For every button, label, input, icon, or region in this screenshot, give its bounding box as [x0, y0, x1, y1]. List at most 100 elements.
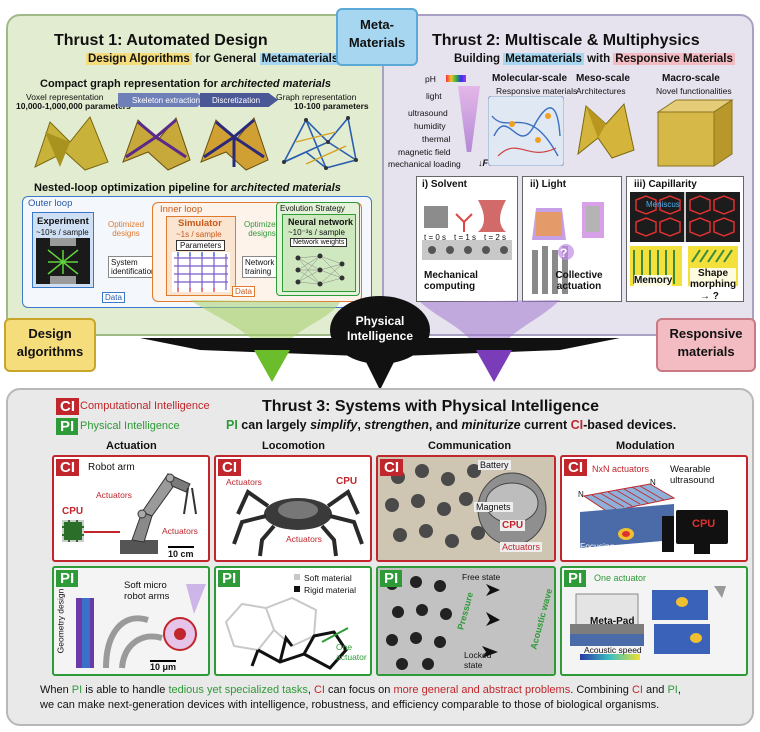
scale-10um: 10 μm: [150, 660, 177, 672]
solvent-label: i) Solvent: [422, 179, 468, 190]
one-actuator-label-loco: One actuator: [336, 642, 367, 662]
stimulus-humidity: humidity: [414, 121, 446, 131]
mechanical-computing-label: Mechanical computing: [424, 270, 478, 292]
stimulus-thermal: thermal: [422, 134, 451, 144]
time-2: t = 2 s: [484, 233, 507, 242]
pi-badge-actuation: PI: [56, 570, 79, 587]
loop-heading: Nested-loop optimization pipeline for ar…: [34, 182, 341, 194]
macro-sub: Novel functionalities: [656, 86, 732, 96]
battery-label: Battery: [478, 460, 511, 470]
optimized-designs-2: Optimized designs: [244, 220, 281, 238]
responsive-materials-tag: [656, 318, 756, 372]
metapad-label: Meta-Pad: [590, 616, 635, 627]
rigid-material-swatch: [294, 586, 300, 592]
soft-material-label: Soft material: [304, 573, 352, 583]
graph-params: 10-100 parameters: [294, 101, 369, 111]
molecular-title: Molecular-scale: [492, 73, 568, 84]
soft-robot-image: [76, 584, 206, 669]
neural-network-image: [295, 253, 345, 287]
optimized-designs-1: Optimized designs: [108, 220, 145, 238]
macro-cube-image: [656, 99, 734, 167]
voxel-params: 10,000-1,000,000 parameters: [16, 101, 131, 111]
solvent-image: [422, 200, 512, 260]
thrust3-title: Thrust 3: Systems with Physical Intellig…: [262, 398, 599, 415]
thrust1-title: Thrust 1: Automated Design: [54, 32, 268, 49]
metamaterials-hub: [336, 8, 418, 66]
ci-badge-modulation: CI: [564, 459, 587, 476]
robot-arm-image: [120, 473, 197, 554]
monitor-icon: [676, 510, 728, 544]
metamaterials-hub-label: Meta- Materials: [348, 17, 406, 50]
molecular-network-image: [488, 96, 564, 166]
cpu-wire-actuation: [84, 531, 120, 533]
parameters-label: Parameters: [176, 240, 226, 251]
network-weights-label: Network weights: [290, 238, 348, 247]
n-label-2: N: [650, 478, 656, 487]
metapad-image: [570, 586, 726, 660]
ultrasound-array-image: [580, 483, 676, 548]
subtitle-connector: for General: [191, 53, 260, 65]
molecular-sub: Responsive materials: [496, 86, 578, 96]
actuators-label-1: Actuators: [96, 490, 132, 500]
data-label-2: Data: [232, 286, 255, 297]
col-modulation: Modulation: [616, 440, 675, 452]
simulator-time: ~1s / sample: [176, 230, 222, 239]
soft-micro-label: Soft micro robot arms: [124, 580, 170, 602]
physical-intelligence-hub: [330, 296, 430, 364]
loco-actuators-label-2: Actuators: [286, 534, 322, 544]
evolution-label: Evolution Strategy: [280, 204, 345, 213]
col-locomotion: Locomotion: [262, 440, 325, 452]
monitor-stand: [694, 544, 710, 554]
nxn-label: NxN actuators: [592, 464, 650, 474]
neural-title: Neural network: [288, 217, 354, 227]
inner-loop-label: Inner loop: [160, 204, 203, 215]
design-algorithms-highlight: Design Algorithms: [86, 53, 192, 65]
step-discretization-label: Discretization: [212, 96, 261, 105]
n-label-1: N: [578, 490, 584, 499]
experiment-title: Experiment: [37, 216, 89, 227]
ci-badge-actuation: CI: [56, 459, 79, 476]
voxel-lattice-image: [30, 112, 112, 174]
ci-badge-locomotion: CI: [218, 459, 241, 476]
robot-arm-label: Robot arm: [88, 462, 135, 473]
ci-badge-communication: CI: [380, 459, 403, 476]
responsive-materials-tag-label: Responsive materials: [669, 326, 743, 359]
stimulus-magnetic: magnetic field: [398, 147, 451, 157]
metamaterials-highlight: Metamaterials: [259, 53, 341, 65]
step-skeleton-label: Skeleton extraction: [132, 96, 201, 105]
magnets-label: Magnets: [474, 502, 513, 512]
stimulus-light: light: [426, 91, 442, 101]
shape-morphing-label: Shape morphing: [690, 268, 737, 290]
acoustic-swarm-image: [378, 568, 554, 674]
test-machine-image: [36, 238, 90, 284]
loco-actuators-label-1: Actuators: [226, 477, 262, 487]
pc-tower-icon: [662, 516, 674, 552]
shape-morphing-arrow: → ?: [700, 291, 719, 302]
col-actuation: Actuation: [106, 440, 157, 452]
comm-cpu-label: CPU: [500, 520, 526, 531]
one-actuator-label-mod: One actuator: [594, 573, 647, 583]
step-arrow-skeleton: [118, 93, 206, 107]
outer-loop-label: Outer loop: [28, 198, 73, 209]
meniscus-label: Meniscus: [646, 200, 680, 209]
system-id-label: System identification: [111, 258, 156, 276]
meso-lattice-image: [577, 102, 635, 159]
experiment-time: ~10³s / sample: [36, 228, 89, 237]
comm-actuators-label: Actuators: [500, 542, 543, 552]
meso-title: Meso-scale: [576, 73, 630, 84]
cpu-label-actuation: CPU: [62, 506, 84, 517]
locked-state-label: Locked state: [464, 650, 492, 670]
stimulus-ph: pH: [425, 74, 436, 84]
pi-badge-legend: PI: [56, 418, 79, 435]
ci-legend-text: Computational Intelligence: [80, 400, 210, 412]
actuators-label-2: Actuators: [162, 526, 198, 536]
meso-sub: Architectures: [576, 86, 626, 96]
ph-strip: [446, 75, 466, 82]
soft-material-swatch: [294, 574, 300, 580]
scale-10cm: 10 cm: [168, 546, 194, 559]
rigid-material-label: Rigid material: [304, 585, 356, 595]
pi-badge-communication: PI: [380, 570, 403, 587]
time-0: t = 0 s: [424, 233, 447, 242]
graph-lattice-image: [276, 112, 362, 174]
cpu-chip-actuation: [62, 520, 84, 542]
